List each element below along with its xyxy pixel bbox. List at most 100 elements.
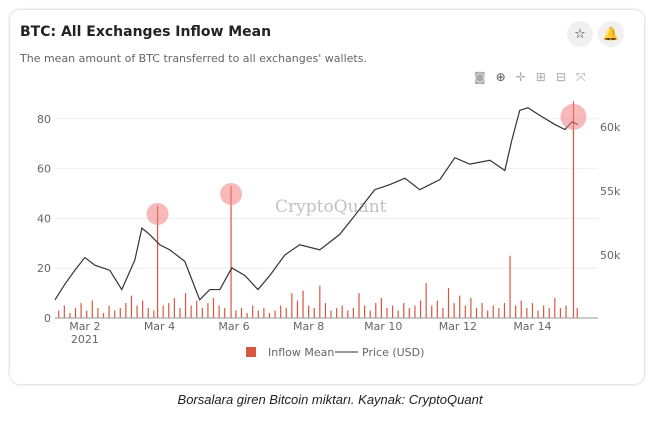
inflow-bar xyxy=(425,283,427,318)
zoom-out-icon[interactable]: ⊟ xyxy=(555,70,566,84)
inflow-bar xyxy=(492,305,494,318)
inflow-bar xyxy=(475,308,478,318)
star-button[interactable]: ☆ xyxy=(567,21,593,47)
highlight-circle xyxy=(220,183,243,206)
inflow-bar xyxy=(397,310,399,318)
inflow-bar xyxy=(190,305,192,318)
inflow-bar xyxy=(498,308,500,318)
inflow-bar xyxy=(86,310,88,318)
inflow-bar xyxy=(391,305,394,318)
inflow-bar xyxy=(268,313,271,318)
inflow-bar xyxy=(341,305,343,318)
inflow-bar xyxy=(554,298,556,318)
bell-button[interactable]: 🔔 xyxy=(598,21,624,47)
inflow-bar xyxy=(380,298,382,318)
inflow-bar xyxy=(252,305,254,318)
inflow-bar xyxy=(108,305,110,318)
inflow-bar xyxy=(91,300,93,318)
inflow-bar xyxy=(230,186,232,318)
inflow-bar xyxy=(156,205,159,318)
camera-icon[interactable]: ◙ xyxy=(474,70,486,84)
autoscale-icon[interactable]: ⤧ xyxy=(575,70,586,84)
inflow-bar xyxy=(308,305,310,318)
inflow-bar xyxy=(313,308,315,318)
watermark: CryptoQuant xyxy=(275,197,387,217)
inflow-bar xyxy=(218,305,220,318)
chart-toolbar: ◙ ⊕ ✛ ⊞ ⊟ ⤧ xyxy=(474,70,586,85)
inflow-bar xyxy=(97,308,99,318)
legend-label-inflow: Inflow Mean xyxy=(268,346,334,359)
inflow-bar xyxy=(263,308,265,318)
y-right-tick: 50k xyxy=(600,249,621,262)
x-tick: Mar 14 xyxy=(513,320,551,333)
legend-label-price: Price (USD) xyxy=(362,346,424,359)
inflow-bar xyxy=(537,310,539,318)
inflow-bar xyxy=(130,295,133,318)
inflow-bar xyxy=(224,308,226,318)
inflow-bar xyxy=(419,300,422,318)
inflow-bar xyxy=(296,300,299,318)
inflow-bar xyxy=(119,308,121,318)
x-tick: Mar 6 xyxy=(218,320,249,333)
inflow-bar xyxy=(363,305,366,318)
y-left-tick: 80 xyxy=(37,113,51,126)
y-left-tick: 40 xyxy=(37,212,51,225)
highlight-circle xyxy=(560,103,587,130)
inflow-bar xyxy=(386,308,388,318)
inflow-bar xyxy=(403,303,405,318)
inflow-bar xyxy=(336,308,338,318)
inflow-bar xyxy=(431,305,433,318)
inflow-bar xyxy=(179,308,181,318)
inflow-bar xyxy=(515,305,517,318)
inflow-bar xyxy=(358,293,360,318)
inflow-bar xyxy=(58,310,60,318)
inflow-bar xyxy=(414,305,416,318)
inflow-bar xyxy=(285,308,287,318)
highlight-circle xyxy=(146,202,169,225)
inflow-bar xyxy=(240,308,243,318)
inflow-bar xyxy=(526,308,528,318)
inflow-bar xyxy=(153,310,155,318)
pan-icon[interactable]: ✛ xyxy=(515,70,526,84)
inflow-bar xyxy=(459,295,461,318)
inflow-bar xyxy=(324,303,327,318)
inflow-bar xyxy=(142,300,144,318)
chart-card xyxy=(10,10,644,384)
inflow-bar xyxy=(102,313,105,318)
zoom-in-icon[interactable]: ⊞ xyxy=(535,70,546,84)
inflow-bar xyxy=(487,310,489,318)
inflow-bar xyxy=(442,308,444,318)
inflow-bar xyxy=(196,300,198,318)
y-right-tick: 60k xyxy=(600,121,621,134)
inflow-bar xyxy=(369,310,371,318)
zoom-icon[interactable]: ⊕ xyxy=(495,70,506,84)
inflow-bar xyxy=(319,285,321,318)
inflow-bar xyxy=(184,293,187,318)
x-tick: Mar 10 xyxy=(364,320,402,333)
caption: Borsalara giren Bitcoin miktarı. Kaynak:… xyxy=(177,392,483,407)
inflow-bar xyxy=(352,308,354,318)
y-left-tick: 20 xyxy=(37,262,51,275)
inflow-bar xyxy=(503,303,506,318)
inflow-bar xyxy=(470,298,472,318)
inflow-bar xyxy=(509,255,511,318)
inflow-bar xyxy=(257,310,259,318)
x-year-label: 2021 xyxy=(71,333,99,346)
inflow-bar xyxy=(173,298,175,318)
inflow-bar xyxy=(531,303,534,318)
inflow-bar xyxy=(559,308,562,318)
inflow-bar xyxy=(80,303,82,318)
inflow-bar xyxy=(302,290,304,318)
x-tick: Mar 8 xyxy=(293,320,324,333)
inflow-bar xyxy=(162,305,164,318)
inflow-bar xyxy=(274,310,276,318)
inflow-bar xyxy=(291,293,293,318)
inflow-bar xyxy=(168,303,170,318)
chart-title: BTC: All Exchanges Inflow Mean xyxy=(20,24,272,40)
x-tick: Mar 2 xyxy=(69,320,100,333)
inflow-bar xyxy=(436,300,438,318)
inflow-bar xyxy=(136,305,138,318)
inflow-bar xyxy=(408,308,410,318)
x-tick: Mar 12 xyxy=(439,320,477,333)
